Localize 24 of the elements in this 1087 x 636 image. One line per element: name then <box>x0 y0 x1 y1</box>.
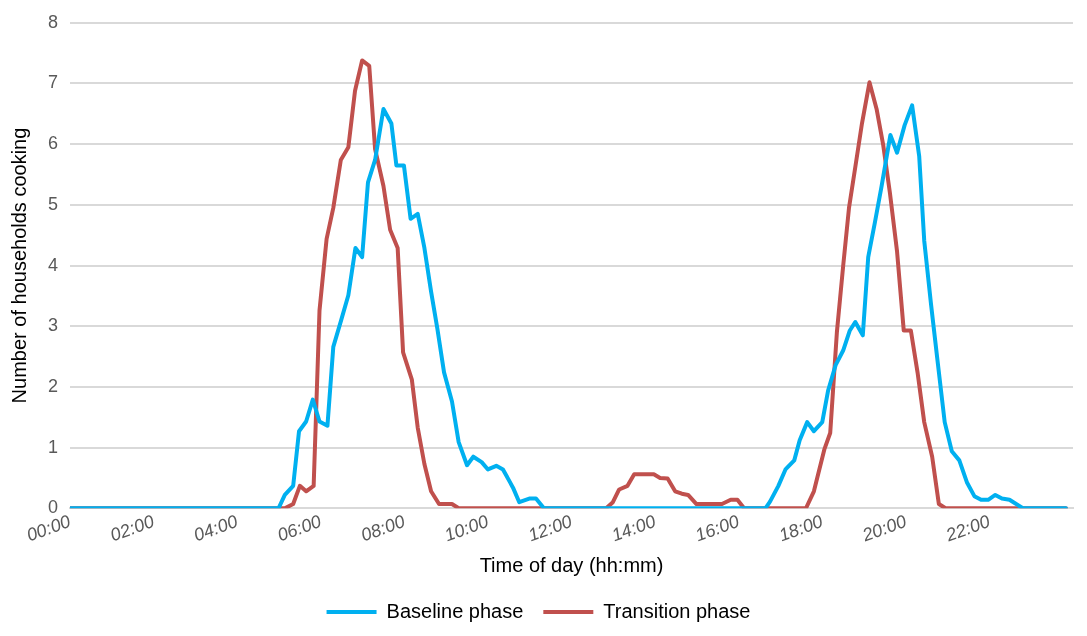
y-tick-label: 3 <box>48 315 59 336</box>
y-tick-label: 0 <box>48 497 59 518</box>
y-tick-label: 2 <box>48 375 59 396</box>
x-tick-label: 18:00 <box>776 511 826 546</box>
x-axis-title: Time of day (hh:mm) <box>479 553 664 576</box>
y-tick-label: 7 <box>48 72 59 93</box>
legend-label: Transition phase <box>603 599 751 622</box>
x-tick-label: 22:00 <box>942 511 993 546</box>
y-tick-label: 5 <box>48 193 59 214</box>
x-tick-label: 06:00 <box>274 511 324 546</box>
x-tick-label: 16:00 <box>692 511 742 546</box>
x-tick-label: 08:00 <box>358 511 408 546</box>
x-tick-label: 12:00 <box>525 511 575 546</box>
y-tick-label: 8 <box>48 11 59 32</box>
y-tick-label: 6 <box>48 133 59 154</box>
y-tick-label: 4 <box>48 254 59 275</box>
x-tick-label: 04:00 <box>191 511 241 546</box>
y-tick-label: 1 <box>48 436 59 457</box>
x-tick-label: 02:00 <box>107 511 157 546</box>
y-axis-title: Number of households cooking <box>7 127 30 404</box>
legend-label: Baseline phase <box>386 599 524 622</box>
x-tick-label: 14:00 <box>609 511 659 546</box>
x-tick-label: 10:00 <box>441 511 491 546</box>
x-tick-label: 20:00 <box>858 511 909 546</box>
